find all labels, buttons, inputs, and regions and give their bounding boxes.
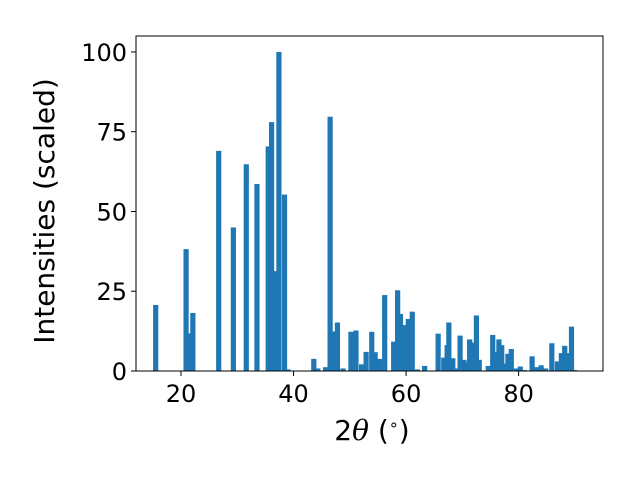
bar: [281, 194, 288, 371]
bar: [327, 116, 333, 371]
bar: [353, 330, 359, 371]
bar: [363, 351, 369, 371]
y-tick-label: 0: [112, 358, 127, 386]
bar: [382, 295, 388, 371]
x-tick-label: 60: [391, 380, 422, 408]
x-tick-label: 80: [503, 380, 534, 408]
y-axis-label: Intensities (scaled): [28, 78, 61, 344]
bar: [499, 345, 505, 371]
bar: [183, 249, 189, 371]
bar: [395, 290, 401, 371]
bar: [517, 366, 523, 371]
bar: [467, 339, 473, 371]
bar: [377, 358, 383, 371]
bar: [562, 345, 568, 371]
bar: [348, 331, 354, 371]
bar: [513, 368, 519, 371]
bar: [216, 150, 222, 371]
bar: [446, 322, 452, 371]
bar: [508, 348, 514, 371]
bar: [401, 325, 407, 371]
bar: [435, 333, 441, 371]
y-tick-label: 75: [96, 119, 127, 147]
bar: [340, 368, 346, 371]
y-tick-label: 50: [96, 198, 127, 226]
bar: [473, 315, 479, 371]
bar: [496, 339, 502, 371]
bar: [469, 342, 476, 371]
bar: [549, 343, 555, 371]
bar: [543, 368, 549, 371]
bar: [372, 352, 378, 371]
plot-frame: [135, 35, 604, 372]
bar: [369, 331, 375, 371]
x-tick-label: 40: [278, 380, 309, 408]
y-tick-label: 25: [96, 278, 127, 306]
bar: [414, 369, 420, 371]
bar: [422, 365, 428, 371]
bar: [276, 51, 282, 371]
bar: [450, 358, 456, 371]
bar: [315, 368, 321, 371]
bar: [441, 357, 447, 371]
bar: [391, 341, 397, 371]
bar: [558, 353, 564, 371]
bar: [492, 352, 499, 371]
x-axis-label: 2θ (∘): [334, 414, 409, 447]
bar: [254, 184, 260, 371]
bar: [265, 146, 271, 371]
bar: [409, 311, 415, 371]
bar: [323, 367, 329, 371]
x-axis-ticks: 20 40 60 80: [166, 371, 534, 408]
bar: [397, 313, 404, 371]
bar: [502, 363, 508, 371]
bars-group: [153, 51, 577, 371]
bar: [464, 362, 470, 371]
bar: [538, 365, 544, 371]
y-tick-label: 100: [81, 39, 127, 67]
bar: [269, 122, 275, 371]
bar: [243, 164, 249, 371]
bar: [564, 353, 571, 371]
bar: [285, 369, 291, 371]
bar: [405, 319, 411, 371]
bar: [186, 333, 192, 371]
bar: [273, 271, 279, 371]
bar: [334, 322, 341, 371]
bar: [153, 304, 159, 371]
bar: [529, 356, 535, 371]
bar: [505, 353, 511, 371]
bar: [230, 227, 236, 371]
bar: [311, 358, 317, 371]
bar: [476, 359, 482, 371]
bar: [331, 331, 337, 371]
bar: [485, 365, 491, 371]
bar: [554, 361, 561, 371]
bar: [568, 326, 575, 371]
bar: [190, 312, 196, 371]
y-axis-ticks: 0 25 50 75 100: [81, 39, 136, 386]
bar: [534, 367, 540, 371]
bar: [457, 335, 463, 371]
x-tick-label: 20: [166, 380, 197, 408]
bar: [490, 334, 496, 371]
bar: [452, 368, 459, 371]
bar: [359, 364, 365, 371]
bar: [461, 359, 467, 371]
